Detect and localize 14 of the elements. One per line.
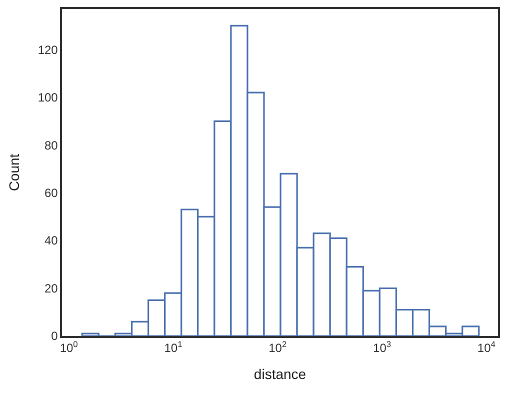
y-tick-label: 0 (51, 329, 58, 344)
y-tick-label: 40 (44, 234, 58, 248)
x-tick-label: 10$^{3}$ (373, 339, 392, 356)
y-tick-label: 20 (44, 281, 58, 296)
y-axis-title: Count (6, 154, 22, 192)
x-tick-label: 10$^{2}$ (268, 339, 287, 356)
x-tick-label: 10$^{0}$ (60, 339, 78, 356)
y-tick-label: 100 (38, 90, 58, 105)
y-tick-label: 120 (38, 42, 58, 57)
y-tick-label: 60 (44, 186, 58, 200)
y-tick-label: 80 (44, 138, 58, 152)
x-tick-label: 10$^{4}$ (477, 339, 496, 356)
x-tick-label: 10$^{1}$ (164, 339, 183, 356)
x-axis-title: distance (254, 366, 306, 382)
